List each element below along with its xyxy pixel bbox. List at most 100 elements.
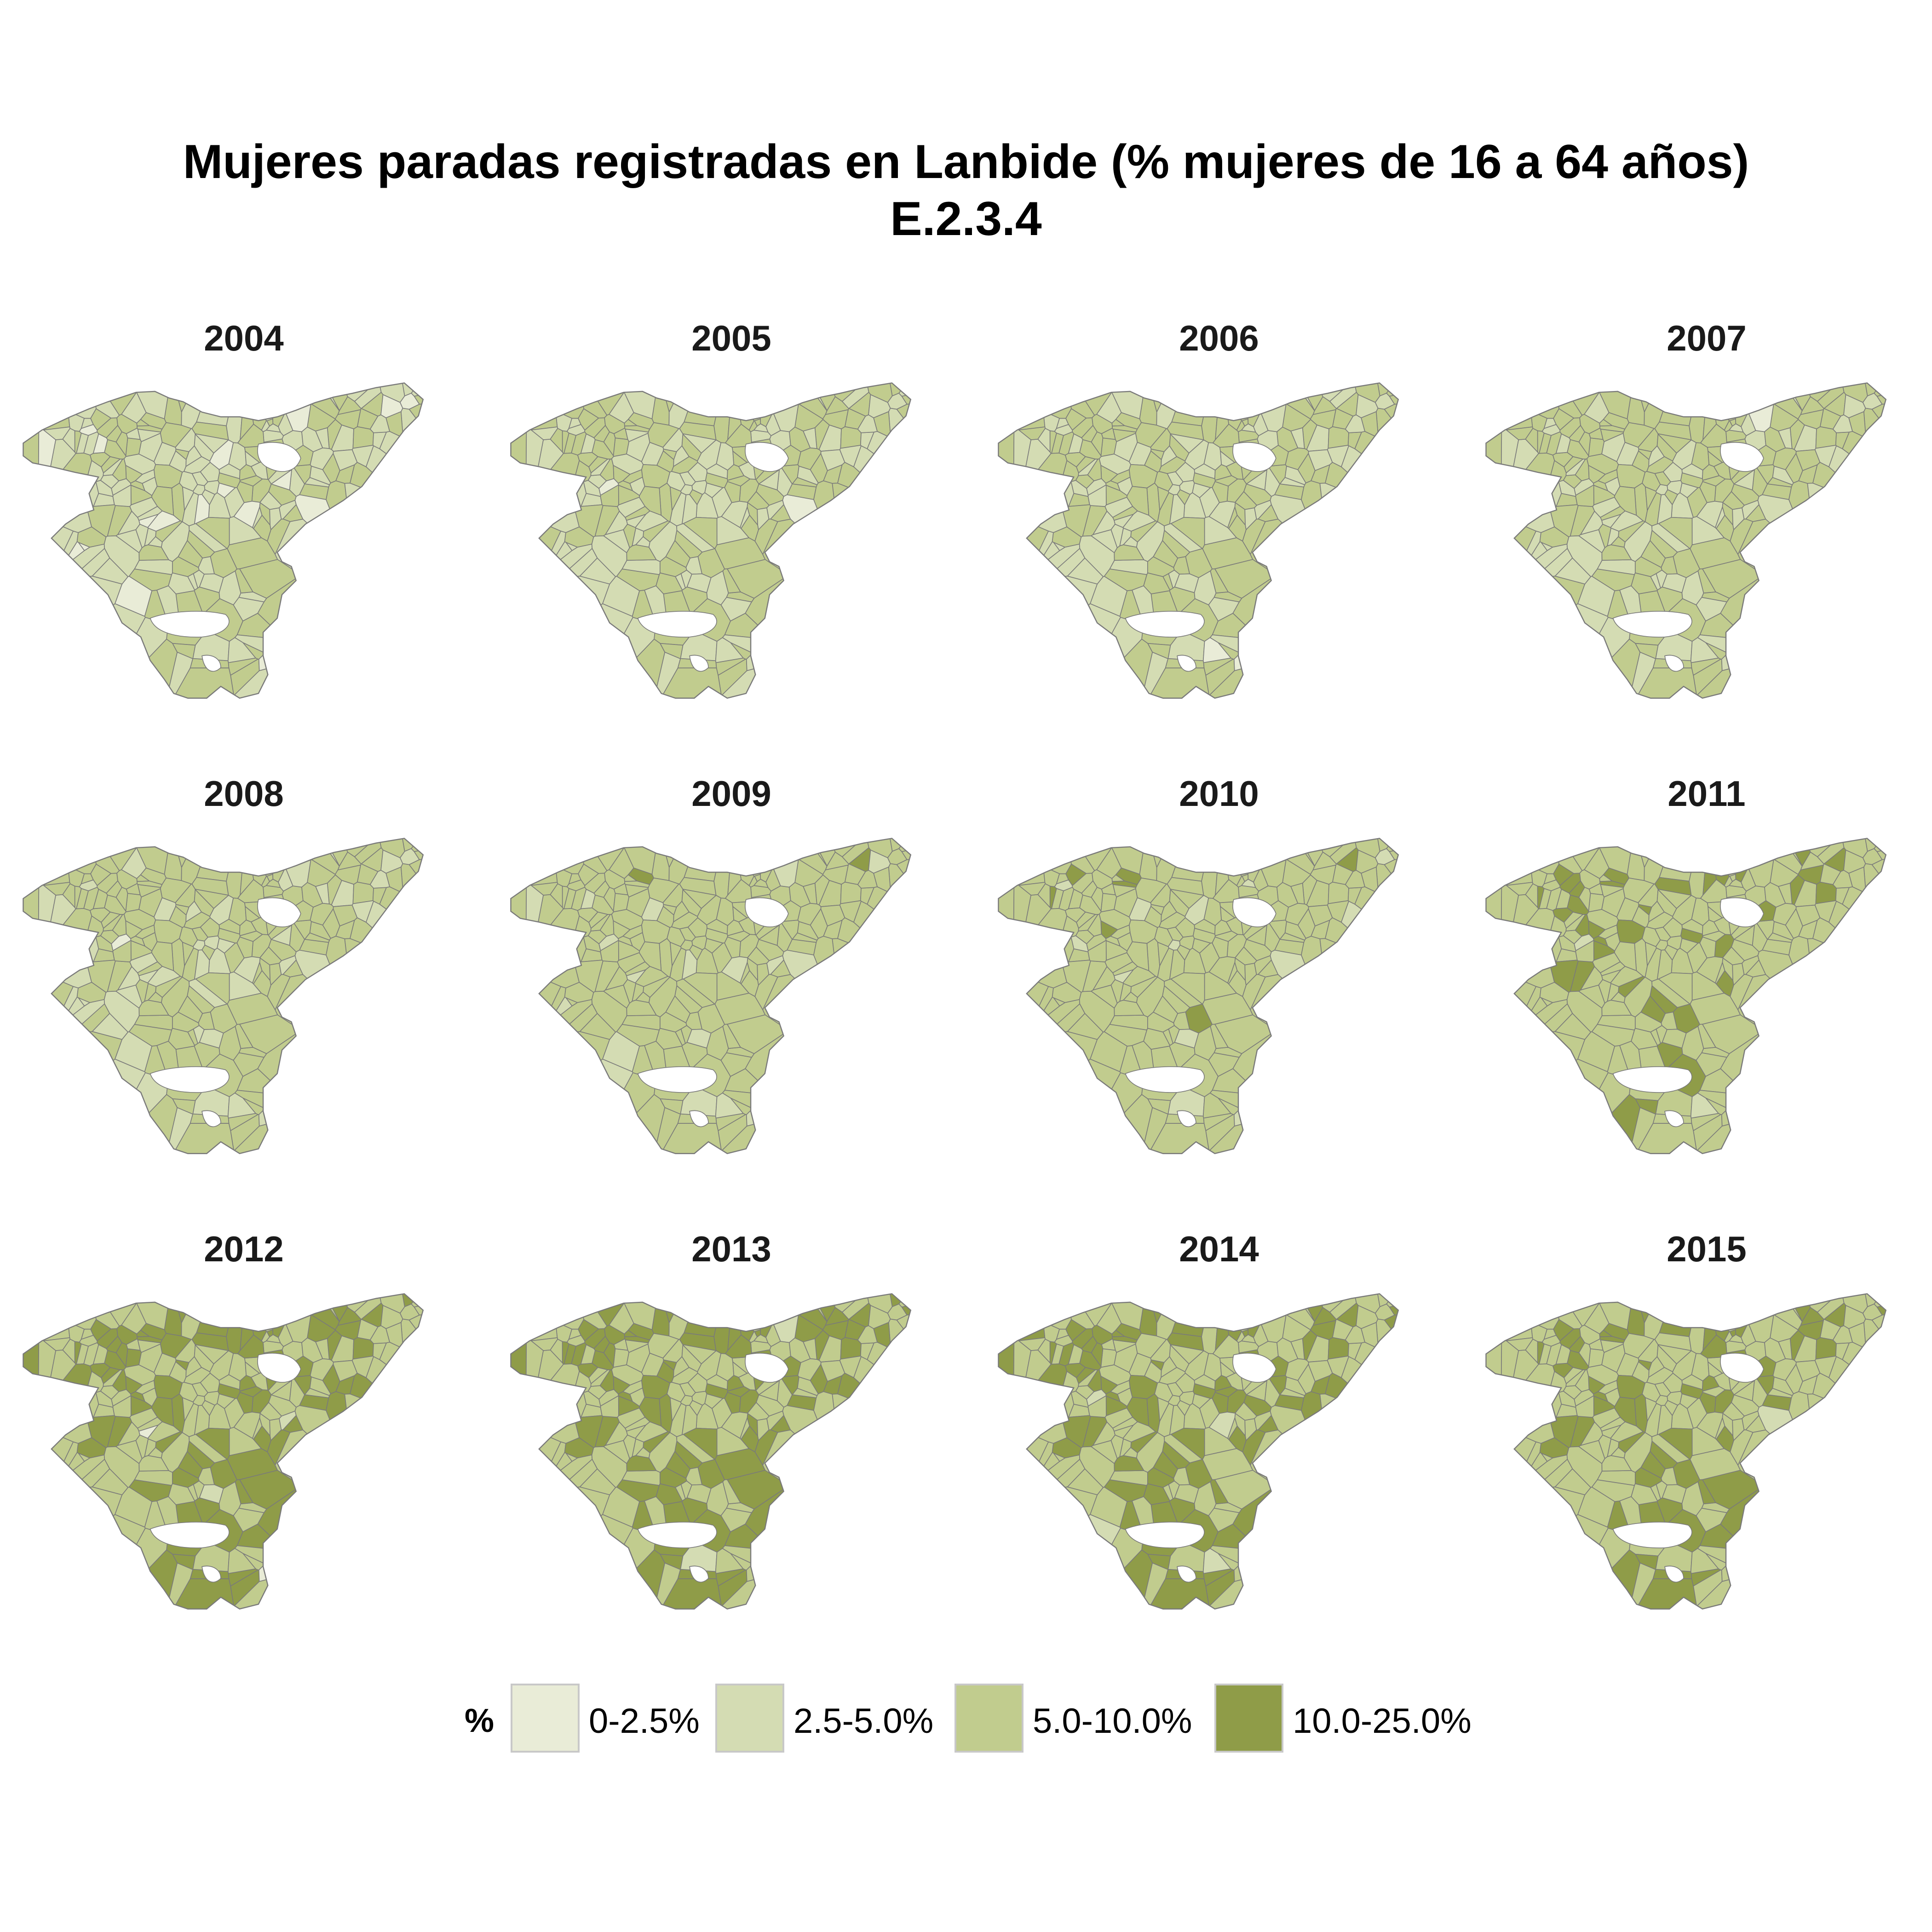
municipality-region [1285, 903, 1309, 926]
municipality-region [400, 1318, 423, 1378]
title-line-2: E.2.3.4 [890, 192, 1042, 246]
panel-year-label: 2011 [1668, 773, 1746, 814]
municipality-region [651, 838, 670, 881]
municipality-region [79, 1334, 98, 1347]
municipality-region [92, 1344, 108, 1365]
municipality-region [1185, 1003, 1213, 1034]
municipality-region [1814, 1356, 1837, 1378]
municipality-region [1054, 879, 1073, 891]
municipality-region [1162, 573, 1173, 591]
municipality-region [1638, 904, 1652, 915]
empty-area [257, 897, 301, 927]
municipality-region [23, 383, 70, 431]
municipality-region [1114, 1344, 1138, 1373]
municipality-region [622, 925, 643, 939]
municipality-region [1558, 935, 1576, 952]
municipality-region [1140, 1107, 1168, 1154]
municipality-region [1354, 431, 1398, 485]
municipality-region [731, 1294, 771, 1332]
municipality-region [350, 1373, 411, 1419]
choropleth-map [510, 838, 912, 1155]
municipality-region [1638, 1359, 1652, 1371]
municipality-region [310, 903, 334, 926]
municipality-region [1068, 433, 1083, 454]
municipality-region [725, 424, 752, 448]
municipality-region [1486, 1294, 1533, 1341]
municipality-region [1568, 1094, 1641, 1154]
panel-year-label: 2015 [1667, 1229, 1747, 1269]
municipality-region [998, 962, 1049, 1062]
map-outline [510, 838, 912, 1155]
municipality-region [48, 1294, 97, 1330]
municipality-region [797, 1358, 822, 1381]
municipality-region [1087, 914, 1102, 937]
municipality-region [1486, 1486, 1586, 1591]
municipality-region [95, 935, 114, 952]
municipality-region [998, 1307, 1015, 1440]
municipality-region [898, 838, 911, 852]
panel-year-label: 2006 [1179, 318, 1259, 358]
municipality-region [853, 445, 911, 519]
empty-area [257, 442, 301, 472]
municipality-region [1579, 414, 1600, 434]
municipality-region [1863, 1318, 1886, 1378]
choropleth-map [23, 382, 424, 699]
empty-area [1612, 611, 1692, 638]
municipality-region [998, 1400, 1067, 1444]
municipality-region [135, 469, 155, 484]
legend-label-2: 5.0-10.0% [1033, 1702, 1192, 1741]
municipality-region [1601, 514, 1622, 528]
empty-area [1177, 655, 1196, 672]
empty-area [1125, 1066, 1205, 1093]
empty-area [201, 655, 221, 672]
empty-area [745, 1352, 789, 1383]
empty-area [150, 611, 230, 638]
municipality-region [236, 481, 253, 503]
municipality-region [1150, 448, 1165, 460]
panel-year-label: 2009 [691, 773, 771, 814]
municipality-region [1842, 1341, 1886, 1396]
municipality-region [95, 480, 114, 497]
municipality-region [638, 941, 662, 971]
municipality-region [675, 1029, 686, 1046]
municipality-region [1096, 1302, 1122, 1334]
municipality-region [112, 914, 127, 937]
municipality-region [832, 938, 911, 1149]
municipality-region [1807, 483, 1886, 693]
empty-area [637, 1522, 717, 1548]
municipality-region [697, 1003, 725, 1034]
municipality-region [626, 969, 646, 983]
municipality-region [1814, 900, 1837, 923]
municipality-region [1601, 1455, 1632, 1472]
municipality-region [1192, 1393, 1211, 1409]
municipality-region [626, 433, 650, 462]
municipality-region [1541, 424, 1561, 436]
municipality-region [1772, 1358, 1797, 1381]
municipality-region [511, 838, 558, 886]
municipality-region [837, 917, 899, 963]
municipality-region [888, 863, 911, 923]
municipality-region [1114, 1455, 1144, 1472]
empty-area [1612, 1522, 1692, 1548]
municipality-region [23, 962, 74, 1062]
municipality-region [1601, 433, 1626, 462]
municipality-region [268, 1394, 297, 1417]
choropleth-map [998, 1293, 1399, 1610]
municipality-region [756, 939, 784, 961]
municipality-region [294, 494, 353, 565]
municipality-region [626, 544, 657, 561]
municipality-region [622, 469, 643, 484]
municipality-region [1486, 383, 1533, 431]
municipality-region [151, 1397, 174, 1426]
municipality-region [797, 447, 822, 470]
municipality-region [1696, 500, 1724, 528]
map-panel-2005: 2005 [501, 317, 961, 731]
legend-key-3 [1214, 1684, 1283, 1753]
choropleth-map [1485, 838, 1887, 1155]
municipality-region [310, 447, 334, 470]
municipality-region [591, 1446, 627, 1488]
municipality-region [1700, 424, 1727, 448]
municipality-region [135, 925, 155, 939]
municipality-region [1114, 888, 1138, 918]
municipality-region [638, 486, 662, 516]
